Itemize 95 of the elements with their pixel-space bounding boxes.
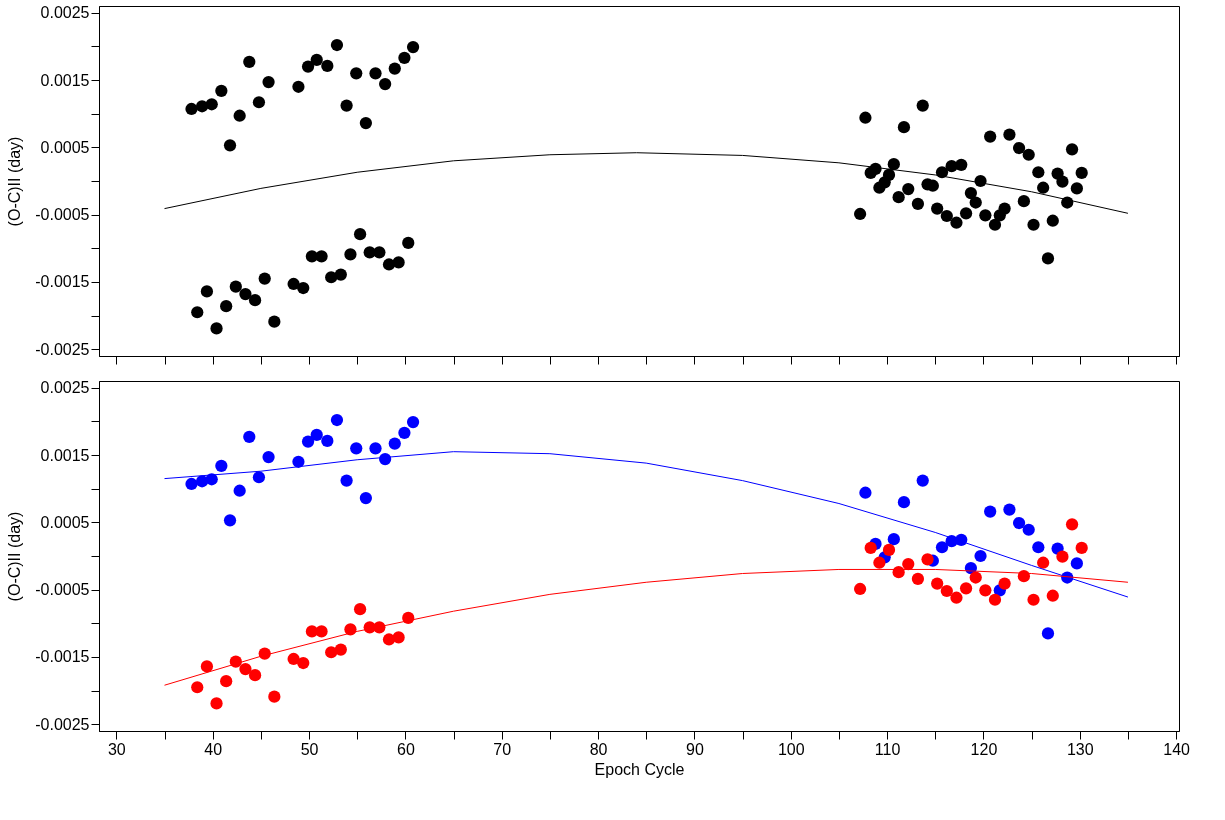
point [935, 541, 949, 554]
point [916, 474, 929, 487]
point [859, 486, 872, 499]
point [1032, 541, 1045, 554]
y-tick-label: 0.0005 [40, 513, 90, 531]
point [988, 593, 1002, 606]
line-series [164, 451, 1129, 598]
point [398, 426, 411, 439]
point [1012, 516, 1026, 530]
point [359, 492, 372, 505]
point [210, 697, 223, 710]
y-tick-label: 0.0015 [40, 71, 90, 89]
point [392, 631, 405, 644]
point [853, 582, 867, 596]
point [950, 591, 963, 604]
point [1065, 518, 1079, 531]
point [297, 656, 310, 670]
point [315, 625, 328, 638]
point [248, 669, 262, 682]
x-tick-label: 130 [1066, 740, 1094, 758]
x-tick-label: 50 [300, 740, 319, 758]
point [1056, 550, 1069, 563]
point [1027, 593, 1040, 606]
line-series [164, 152, 1129, 214]
point [185, 477, 198, 491]
point [388, 437, 401, 450]
point [1022, 523, 1035, 536]
point [959, 582, 973, 595]
point [1037, 556, 1050, 569]
point [882, 543, 896, 557]
point [940, 584, 953, 598]
x-tick-label: 60 [396, 740, 415, 758]
y-tick-label: 0.0025 [40, 379, 90, 397]
point [1070, 557, 1083, 570]
point [998, 577, 1011, 590]
x-axis-title: Epoch Cycle [594, 760, 685, 778]
x-tick-label: 100 [777, 740, 805, 758]
point [321, 434, 334, 448]
point [369, 442, 382, 455]
point [287, 652, 300, 666]
point [350, 442, 363, 455]
point [931, 577, 944, 590]
point [984, 505, 997, 518]
y-tick-label: -0.0015 [35, 648, 90, 666]
point [233, 484, 246, 497]
point [969, 571, 982, 584]
point [1075, 541, 1088, 555]
point [239, 662, 252, 676]
point [330, 413, 344, 427]
y-tick-label: -0.0025 [35, 715, 90, 733]
point [1041, 627, 1055, 640]
point [310, 428, 323, 441]
y-axis-title: (O-C)II (day) [6, 136, 24, 227]
point [243, 430, 256, 443]
point [1046, 589, 1059, 602]
point [262, 450, 275, 464]
x-tick-label: 90 [686, 740, 704, 758]
point [215, 459, 228, 472]
y-tick-label: -0.0025 [35, 340, 90, 358]
y-tick-label: -0.0015 [35, 273, 90, 291]
point [252, 471, 266, 484]
x-tick-label: 70 [493, 740, 512, 758]
x-tick-label: 140 [1163, 740, 1191, 758]
x-tick-label: 30 [107, 740, 126, 758]
y-tick-label: 0.0015 [40, 446, 90, 464]
point [325, 646, 338, 659]
point [887, 533, 900, 546]
x-tick-label: 40 [204, 740, 223, 758]
y-axis-title: (O-C)II (day) [6, 511, 24, 602]
point [406, 415, 420, 429]
point [911, 572, 925, 585]
point [340, 474, 353, 487]
x-tick-label: 120 [970, 740, 998, 758]
point [974, 549, 987, 563]
point [353, 603, 367, 616]
point [921, 553, 934, 566]
point [864, 541, 877, 555]
y-tick-label: 0.0005 [40, 138, 90, 156]
point [897, 496, 911, 509]
point [220, 675, 233, 688]
point [1003, 503, 1016, 516]
point [191, 681, 204, 694]
y-tick-label: 0.0025 [40, 4, 90, 22]
point [268, 690, 281, 703]
point [301, 435, 315, 448]
point [334, 643, 347, 656]
x-tick-label: 80 [589, 740, 608, 758]
point [979, 584, 992, 597]
point [200, 660, 214, 673]
y-tick-label: -0.0005 [35, 206, 90, 224]
y-tick-label: -0.0005 [35, 581, 90, 599]
point [873, 556, 886, 569]
x-tick-label: 110 [874, 740, 901, 758]
point [902, 557, 915, 571]
point [223, 514, 237, 527]
